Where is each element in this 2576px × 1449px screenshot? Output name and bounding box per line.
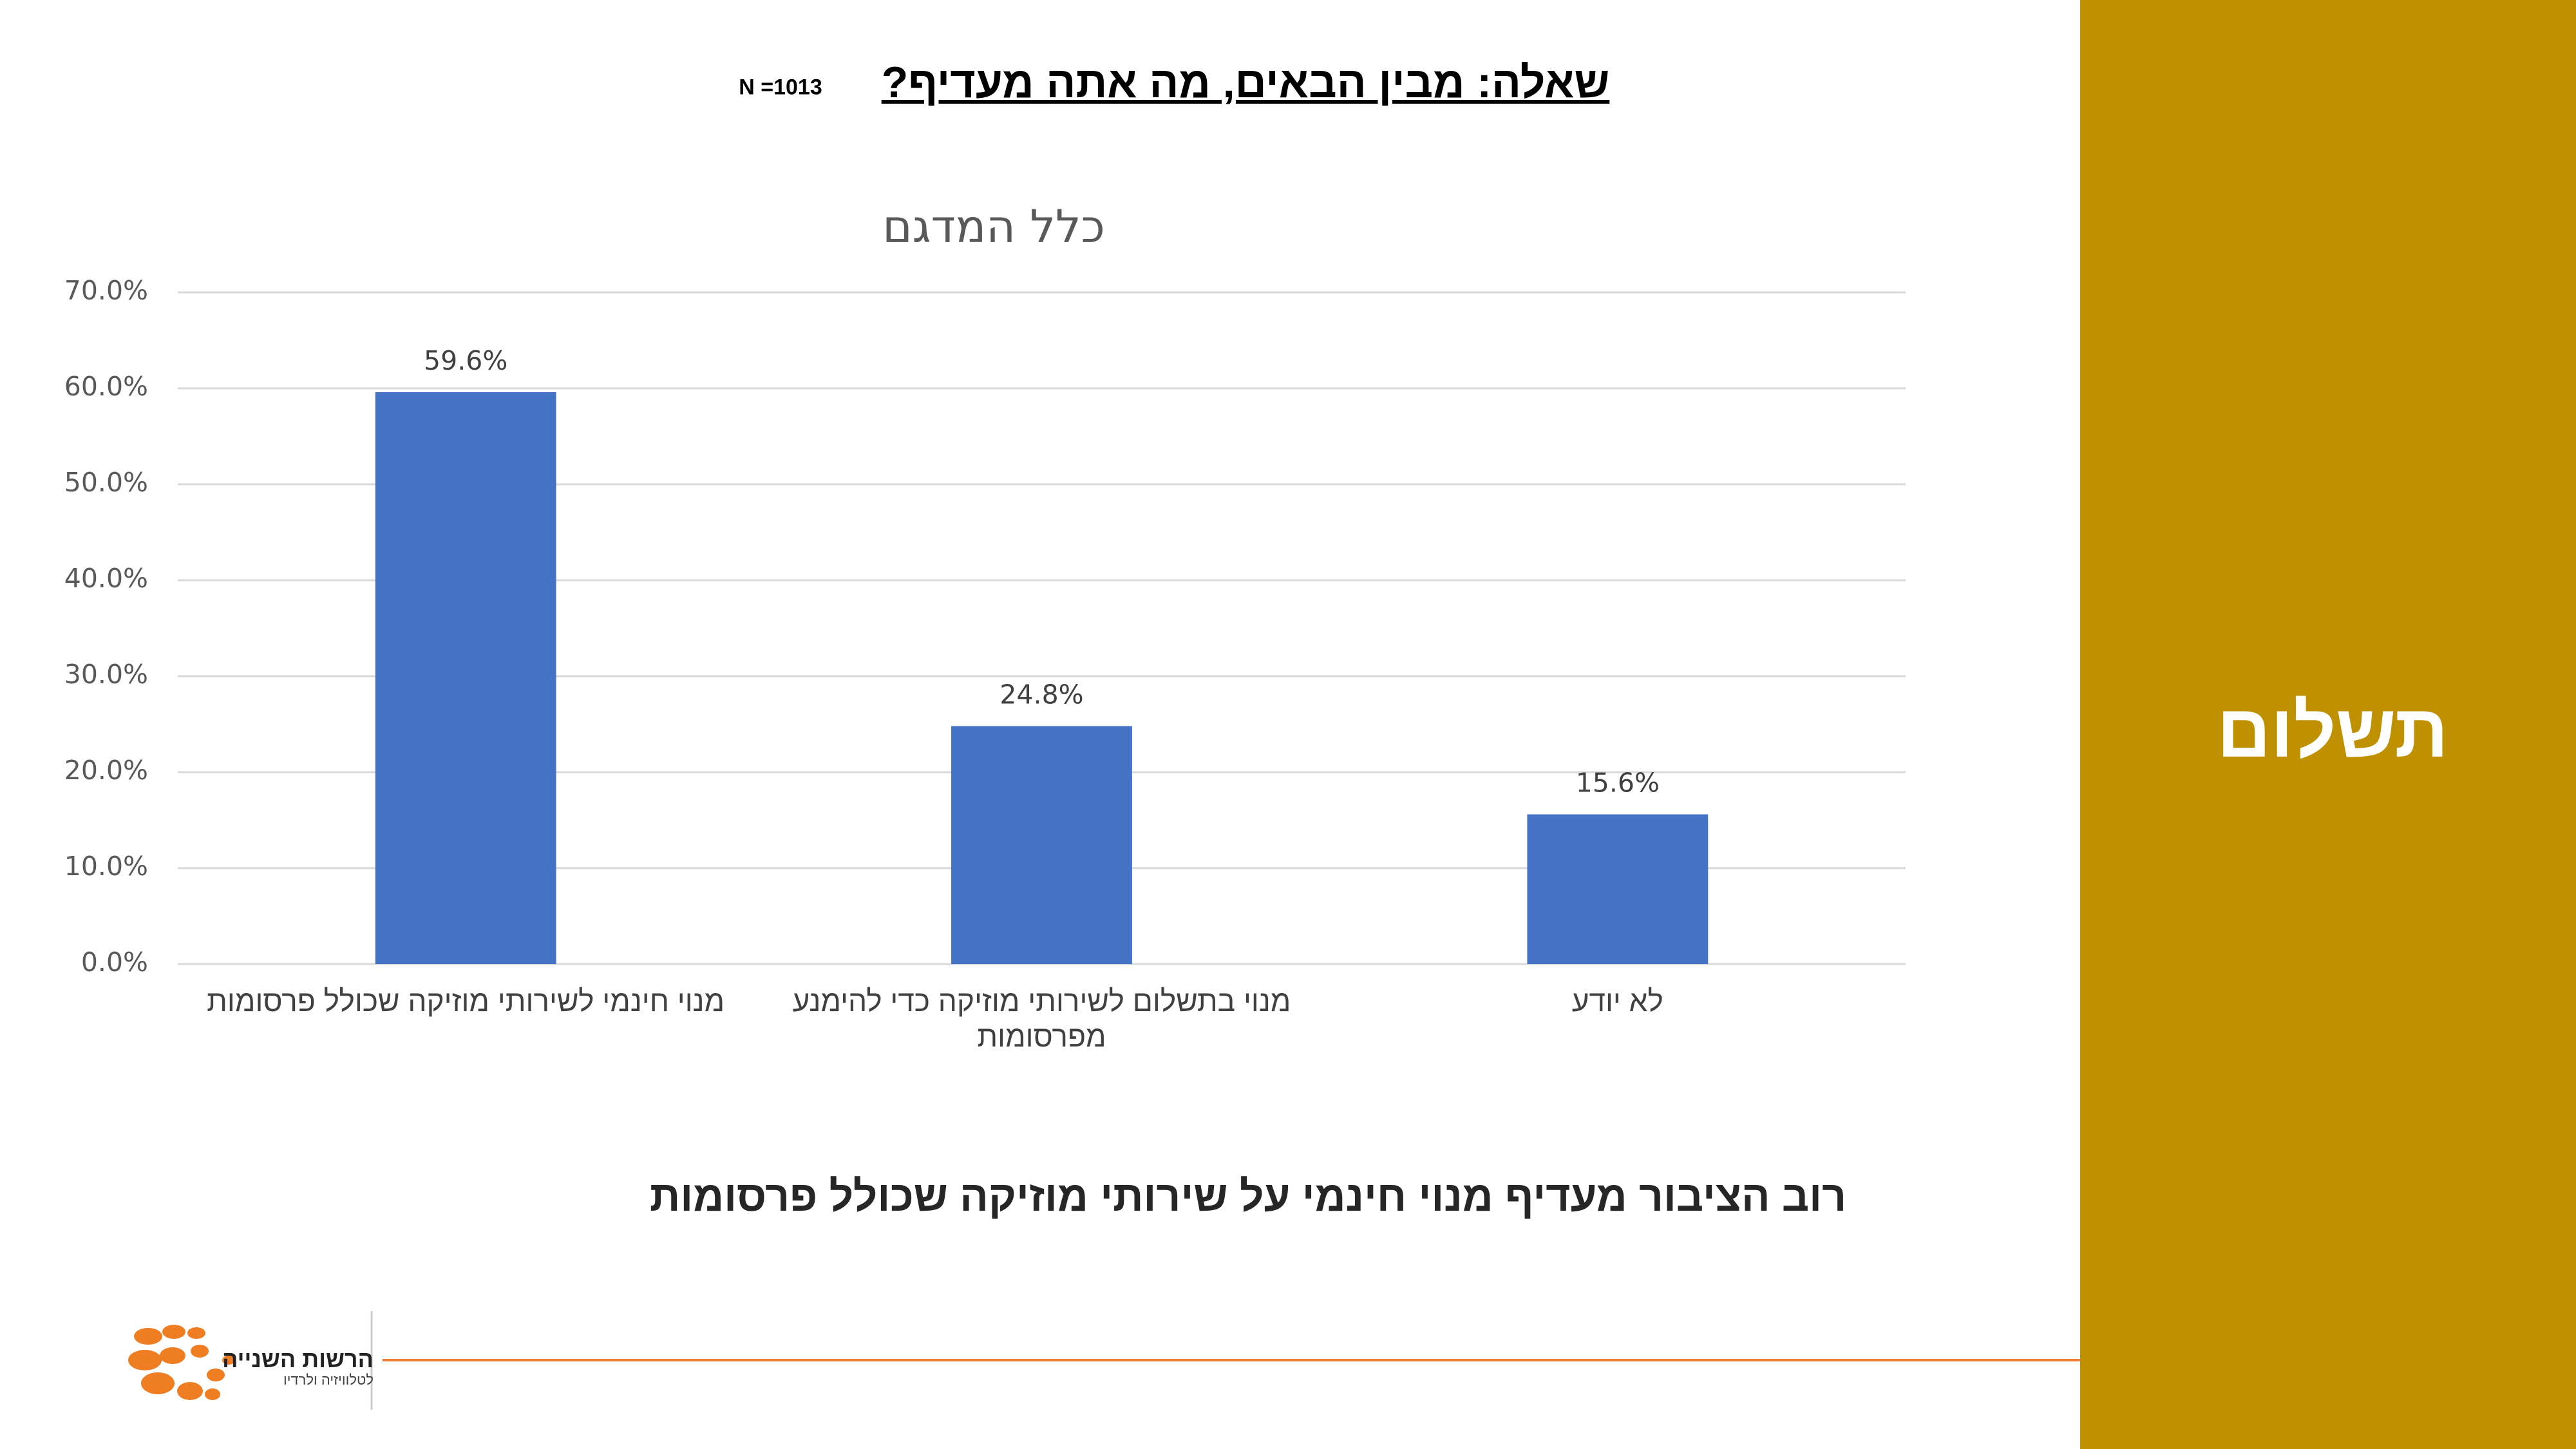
side-label: תשלום — [2217, 689, 2448, 773]
y-tick-label: 10.0% — [64, 851, 148, 882]
conclusion: רוב הציבור מעדיף מנוי חינמי על שירותי מו… — [649, 1172, 1847, 1220]
bar — [1527, 814, 1709, 964]
y-tick-label: 0.0% — [81, 947, 148, 978]
x-tick-label: מנוי בתשלום לשירותי מוזיקה כדי להימנע מפ… — [792, 984, 1291, 1054]
logo-mark — [128, 1325, 235, 1400]
chart-title: כלל המדגם — [882, 200, 1105, 253]
x-tick-label: לא יודע — [1571, 984, 1663, 1018]
y-tick-label: 30.0% — [64, 659, 148, 690]
y-tick-label: 40.0% — [64, 563, 148, 594]
logo-subtitle: לטלוויזיה ולרדיו — [283, 1372, 374, 1388]
value-label: 59.6% — [424, 345, 507, 376]
logo-name: הרשות השנייה — [222, 1346, 374, 1372]
side-panel — [2080, 0, 2576, 1449]
value-label: 24.8% — [999, 679, 1083, 710]
y-tick-label: 20.0% — [64, 755, 148, 786]
sample-size: N =1013 — [739, 75, 822, 100]
value-label: 15.6% — [1576, 768, 1660, 799]
y-tick-label: 60.0% — [64, 371, 148, 402]
bar — [951, 726, 1132, 964]
x-tick-label: מנוי חינמי לשירותי מוזיקה שכולל פרסומות — [207, 984, 725, 1018]
question-title: שאלה: מבין הבאים, מה אתה מעדיף? — [881, 58, 1610, 107]
bar — [375, 392, 556, 964]
y-tick-label: 70.0% — [64, 275, 148, 306]
y-tick-label: 50.0% — [64, 467, 148, 498]
